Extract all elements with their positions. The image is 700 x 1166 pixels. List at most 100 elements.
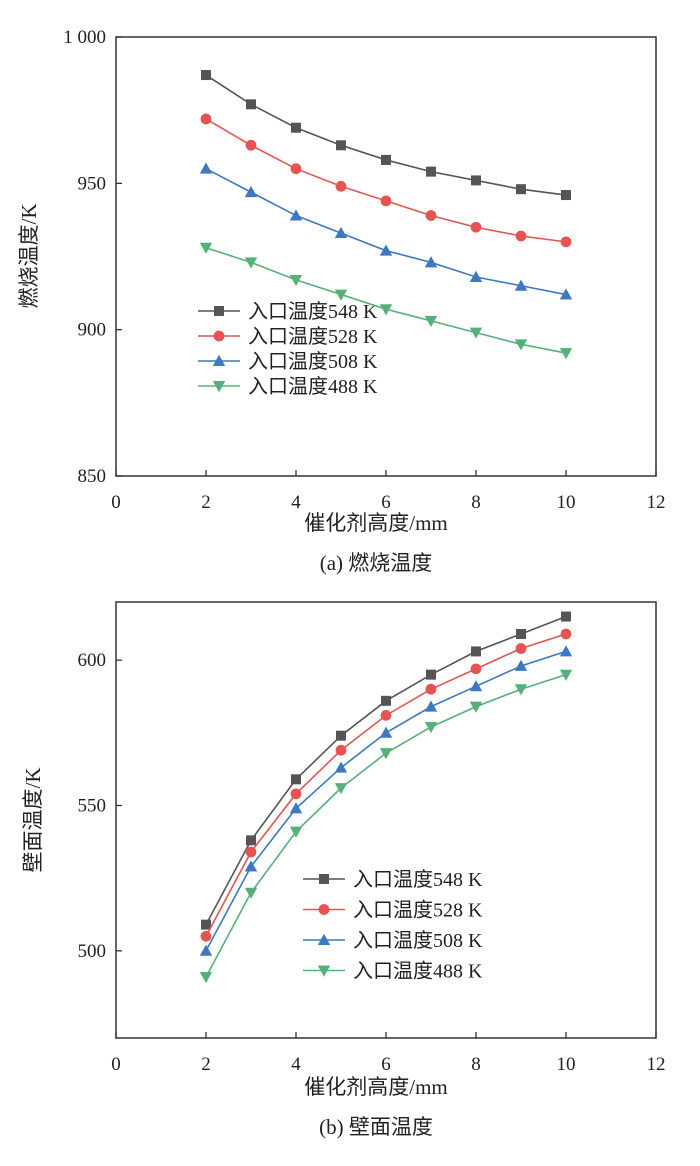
data-point — [246, 99, 256, 110]
data-point — [516, 628, 526, 639]
data-point — [380, 195, 392, 207]
data-point — [514, 339, 528, 351]
series-1 — [201, 70, 571, 201]
data-point — [561, 611, 571, 622]
legend-entry: 入口温度508 K — [198, 350, 378, 373]
data-point — [379, 304, 393, 316]
data-point — [516, 184, 526, 195]
legend-entry: 入口温度528 K — [303, 899, 483, 922]
data-point — [245, 139, 257, 151]
data-point — [201, 919, 211, 930]
data-point — [381, 695, 391, 706]
series-4 — [199, 242, 573, 360]
x-tick-label: 10 — [557, 492, 576, 513]
x-tick-label: 4 — [291, 1054, 301, 1075]
legend-marker — [317, 933, 331, 945]
y-tick-label: 850 — [78, 466, 107, 487]
y-tick-label: 1 000 — [63, 27, 106, 48]
data-point — [424, 256, 438, 268]
legend-label: 入口温度508 K — [353, 929, 483, 952]
data-point — [426, 669, 436, 680]
data-point — [199, 162, 213, 174]
legend-marker — [318, 904, 330, 915]
x-tick-label: 8 — [471, 492, 481, 513]
data-point — [289, 209, 303, 221]
chart-caption: (a) 燃烧温度 — [320, 551, 433, 575]
data-point — [559, 348, 573, 360]
series-2 — [200, 628, 572, 942]
x-tick-label: 12 — [647, 492, 666, 513]
x-tick-label: 6 — [381, 1054, 391, 1075]
legend-marker — [317, 965, 331, 977]
x-tick-label: 0 — [111, 1054, 121, 1075]
legend-entry: 入口温度548 K — [198, 300, 378, 323]
data-point — [379, 244, 393, 256]
data-point — [469, 680, 483, 692]
x-tick-label: 2 — [201, 1054, 211, 1075]
y-tick-label: 950 — [78, 173, 107, 194]
data-point — [291, 122, 301, 133]
x-tick-label: 6 — [381, 492, 391, 513]
data-point — [471, 646, 481, 657]
legend-label: 入口温度548 K — [248, 300, 378, 323]
chart-a: 0 2 4 6 8 10 12 850 900 950 1 000 催化剂高度/mm 燃烧温度/K (a)… — [17, 27, 666, 575]
legend-entry: 入口温度528 K — [198, 325, 378, 348]
x-axis-title: 催化剂高度/mm — [304, 511, 448, 535]
y-tick-label: 900 — [78, 320, 107, 341]
plot-frame — [115, 36, 657, 477]
data-point — [470, 221, 482, 233]
x-tick-label: 12 — [647, 1054, 666, 1075]
data-point — [244, 860, 258, 872]
data-point — [515, 643, 527, 654]
data-point — [334, 783, 348, 795]
data-point — [559, 288, 573, 300]
data-point — [560, 628, 572, 640]
chart-caption: (b) 壁面温度 — [319, 1115, 433, 1139]
data-point — [199, 242, 213, 254]
data-point — [425, 683, 437, 695]
series-line — [205, 74, 567, 196]
series-3 — [199, 645, 573, 956]
data-point — [244, 185, 258, 198]
data-point — [334, 761, 348, 773]
data-point — [559, 645, 573, 657]
legend-label: 入口温度528 K — [248, 325, 378, 348]
x-tick-label: 10 — [557, 1054, 576, 1075]
data-point — [380, 709, 392, 721]
data-point — [425, 210, 437, 221]
data-point — [514, 279, 528, 291]
series-line — [205, 118, 567, 243]
data-point — [289, 826, 303, 838]
data-point — [379, 748, 393, 760]
data-point — [335, 180, 347, 192]
legend-label: 入口温度508 K — [248, 350, 378, 373]
series-2 — [200, 113, 572, 248]
data-point — [199, 944, 213, 956]
data-point — [424, 700, 438, 712]
data-point — [200, 930, 212, 942]
legend-marker — [212, 381, 226, 393]
series-4 — [199, 669, 573, 984]
data-point — [246, 835, 256, 846]
data-point — [290, 788, 302, 800]
data-point — [381, 154, 391, 165]
data-point — [200, 113, 212, 125]
data-point — [334, 226, 348, 239]
data-point — [469, 270, 483, 282]
y-axis-title: 燃烧温度/K — [17, 204, 41, 309]
x-tick-label: 4 — [291, 492, 301, 513]
data-point — [336, 140, 346, 151]
data-point — [336, 730, 346, 741]
legend-marker — [319, 874, 329, 884]
legend-marker — [213, 330, 225, 342]
x-axis-title: 催化剂高度/mm — [304, 1075, 448, 1099]
data-point — [379, 726, 393, 738]
legend-entry: 入口温度488 K — [303, 960, 483, 983]
x-tick-label: 0 — [111, 492, 121, 513]
data-point — [514, 684, 528, 696]
series-1 — [201, 611, 571, 930]
data-point — [289, 274, 303, 287]
data-point — [289, 802, 303, 814]
series-3 — [199, 162, 573, 300]
